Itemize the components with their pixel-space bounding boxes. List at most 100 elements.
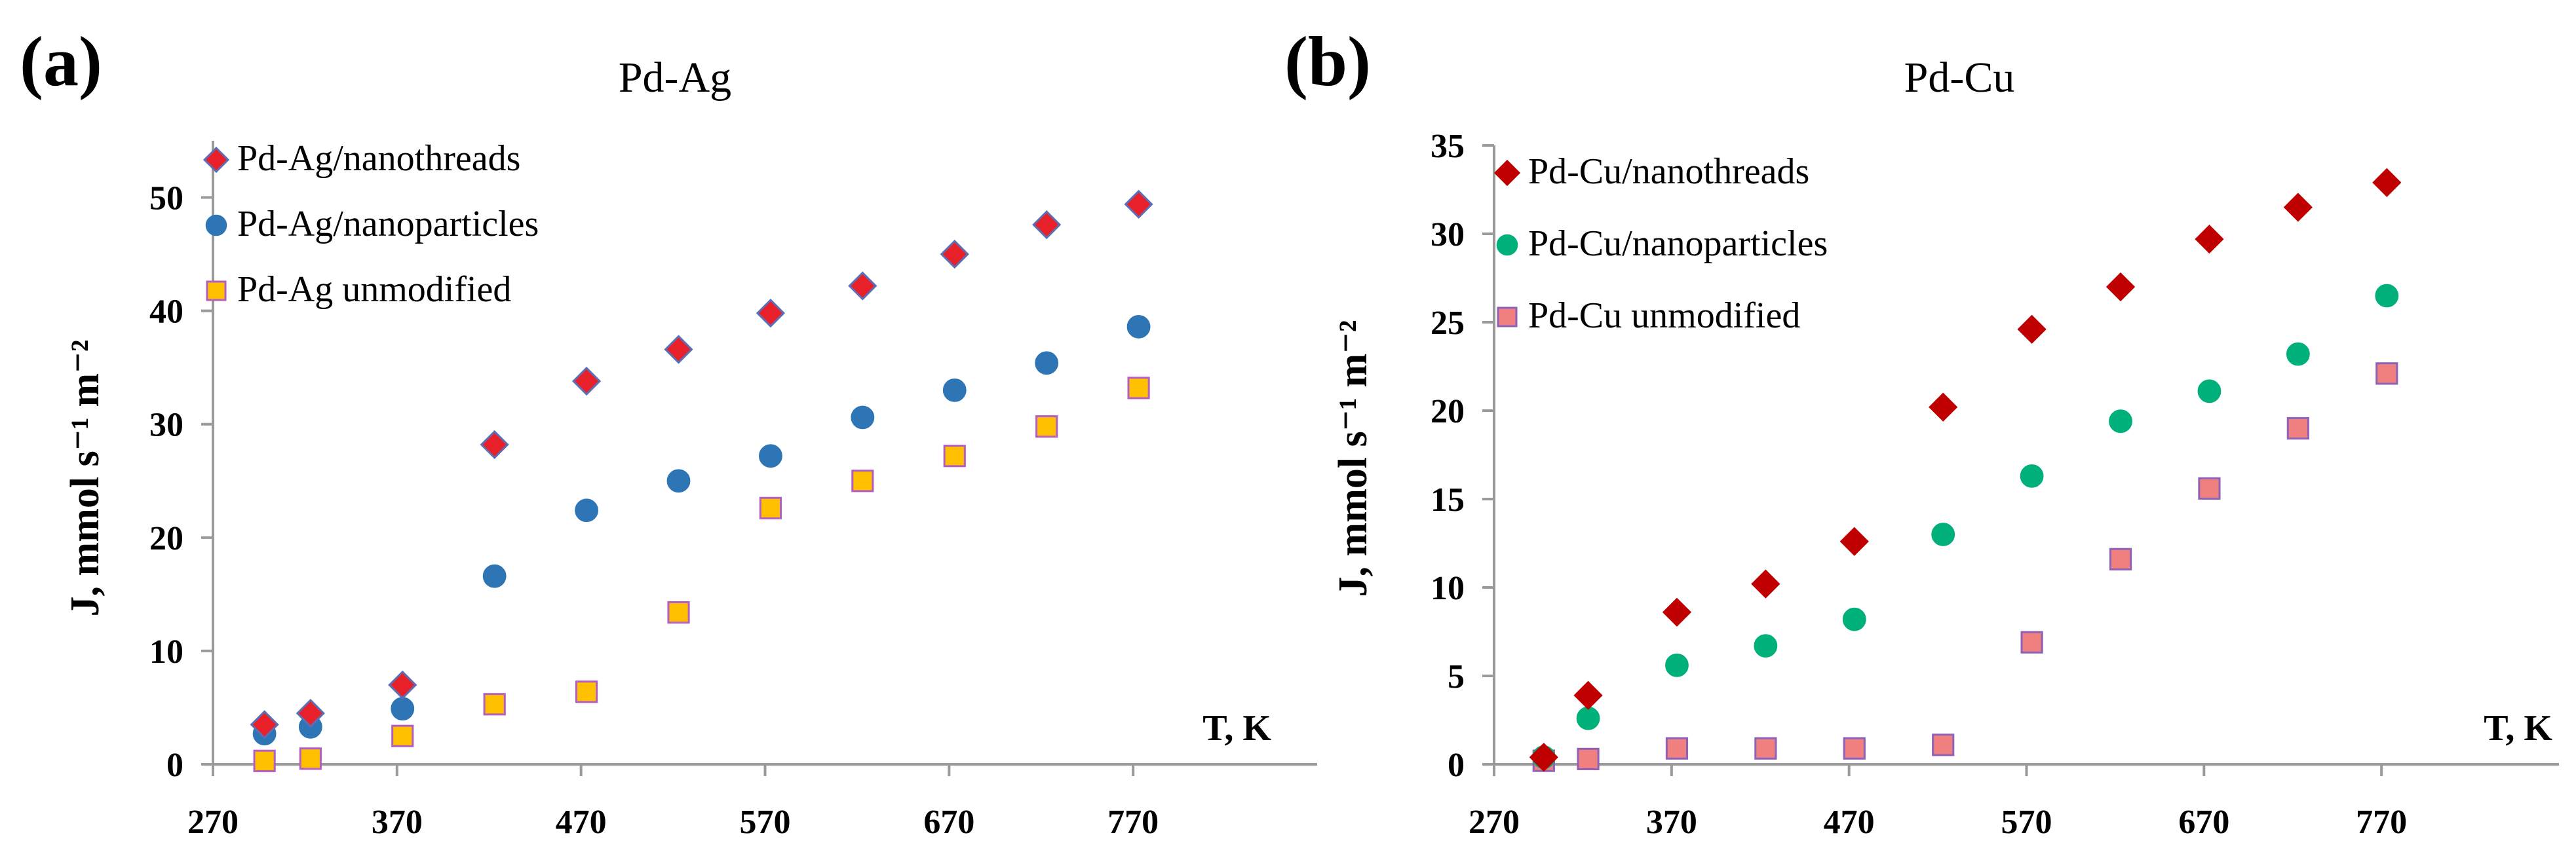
y-tick-label: 30 — [1431, 216, 1465, 253]
y-tick-label: 10 — [1431, 570, 1465, 607]
data-point — [1662, 597, 1692, 627]
legend-label: Pd-Cu unmodified — [1528, 295, 1800, 336]
data-point — [2286, 417, 2309, 440]
data-point — [1032, 210, 1062, 240]
data-point — [756, 298, 786, 328]
x-tick-label: 470 — [1824, 804, 1875, 841]
data-point — [759, 444, 782, 468]
data-point — [482, 564, 507, 588]
data-point — [2375, 362, 2398, 385]
x-tick-label: 370 — [372, 804, 423, 841]
data-point — [848, 271, 877, 301]
data-point — [575, 498, 598, 523]
data-point — [942, 378, 967, 402]
data-point — [1665, 737, 1689, 760]
data-point — [1754, 737, 1777, 760]
data-point — [391, 724, 414, 747]
data-point — [2283, 193, 2313, 222]
tick-labels: 270 370 470 570 670 770 0 5 10 15 20 25 30 35 — [1431, 128, 2407, 841]
data-points — [1529, 168, 2402, 772]
legend-marker — [205, 214, 227, 236]
axes — [201, 141, 1317, 776]
data-point — [2195, 224, 2224, 254]
legend-label: Pd-Ag unmodified — [237, 269, 511, 310]
data-point — [667, 601, 690, 624]
data-point — [943, 445, 966, 468]
data-point — [1843, 737, 1866, 760]
y-axis-label: J, mmol s⁻¹ m⁻² — [1331, 320, 1375, 597]
y-tick-label: 0 — [1448, 747, 1465, 784]
x-tick-label: 470 — [556, 804, 607, 841]
legend-label: Pd-Cu/nanothreads — [1528, 151, 1809, 192]
panel-b: (b) Pd-Cu T, K J, mmol s⁻¹ m⁻² 270 370 470… — [1284, 23, 2559, 841]
data-point — [2198, 477, 2221, 500]
x-tick-label: 570 — [2001, 804, 2052, 841]
chart-title: Pd-Ag — [619, 54, 731, 102]
data-point — [1573, 680, 1603, 710]
data-point — [1751, 569, 1780, 599]
x-tick-label: 770 — [1107, 804, 1159, 841]
x-tick-label: 370 — [1646, 804, 1697, 841]
data-point — [1529, 743, 1558, 772]
data-point — [1126, 314, 1151, 339]
data-point — [253, 749, 276, 772]
data-point — [1124, 189, 1153, 219]
data-point — [1754, 634, 1778, 658]
panel-a: (a) Pd-Ag T, K J, mmol s⁻¹ m⁻² 270 370 470… — [20, 23, 1317, 841]
data-point — [2020, 464, 2044, 488]
x-tick-label: 670 — [923, 804, 974, 841]
x-tick-label: 670 — [2178, 804, 2229, 841]
x-axis-label: T, K — [2484, 708, 2552, 749]
legend-label: Pd-Cu/nanoparticles — [1528, 223, 1828, 264]
data-point — [1576, 706, 1600, 730]
data-point — [1127, 377, 1150, 400]
y-tick-label: 40 — [149, 293, 183, 331]
x-tick-label: 270 — [187, 804, 239, 841]
y-tick-label: 50 — [149, 180, 183, 217]
y-axis-label-text: J, mmol s⁻¹ m⁻² — [1331, 320, 1375, 597]
data-point — [2372, 168, 2402, 197]
y-tick-label: 5 — [1448, 658, 1465, 696]
y-tick-label: 20 — [1431, 393, 1465, 430]
data-point — [2109, 409, 2132, 434]
x-axis-label: T, K — [1202, 708, 1271, 749]
legend: Pd-Ag/nanothreads Pd-Ag/nanoparticles Pd-A… — [202, 138, 539, 310]
data-point — [664, 335, 693, 364]
data-point — [571, 366, 602, 396]
data-point — [2017, 314, 2047, 344]
chart-title: Pd-Cu — [1904, 54, 2015, 102]
data-point — [480, 430, 509, 460]
data-point — [1932, 734, 1955, 756]
legend-marker — [1496, 234, 1518, 256]
data-point — [666, 469, 691, 493]
legend-label: Pd-Ag/nanoparticles — [237, 204, 539, 244]
data-point — [2375, 284, 2399, 308]
y-axis-label: J, mmol s⁻¹ m⁻² — [63, 340, 107, 617]
data-point — [851, 405, 875, 430]
x-tick-label: 570 — [740, 804, 791, 841]
y-tick-label: 35 — [1431, 128, 1465, 165]
data-point — [1842, 607, 1866, 631]
data-point — [250, 710, 279, 739]
data-point — [483, 693, 506, 716]
y-tick-label: 30 — [149, 407, 183, 444]
data-point — [2109, 548, 2132, 570]
panel-label: (a) — [20, 23, 102, 101]
data-point — [388, 670, 417, 699]
data-point — [391, 697, 415, 721]
panel-label: (b) — [1284, 23, 1371, 101]
legend-marker — [206, 280, 227, 301]
x-tick-label: 270 — [1469, 804, 1520, 841]
data-point — [575, 680, 598, 703]
data-point — [851, 470, 874, 493]
data-point — [1929, 392, 1958, 422]
data-points — [250, 189, 1153, 772]
data-point — [2286, 342, 2310, 366]
data-point — [1839, 527, 1869, 556]
y-tick-label: 20 — [149, 520, 183, 557]
legend-marker — [202, 146, 230, 174]
data-point — [1035, 415, 1058, 438]
data-point — [1931, 523, 1955, 546]
data-point — [2020, 631, 2043, 654]
